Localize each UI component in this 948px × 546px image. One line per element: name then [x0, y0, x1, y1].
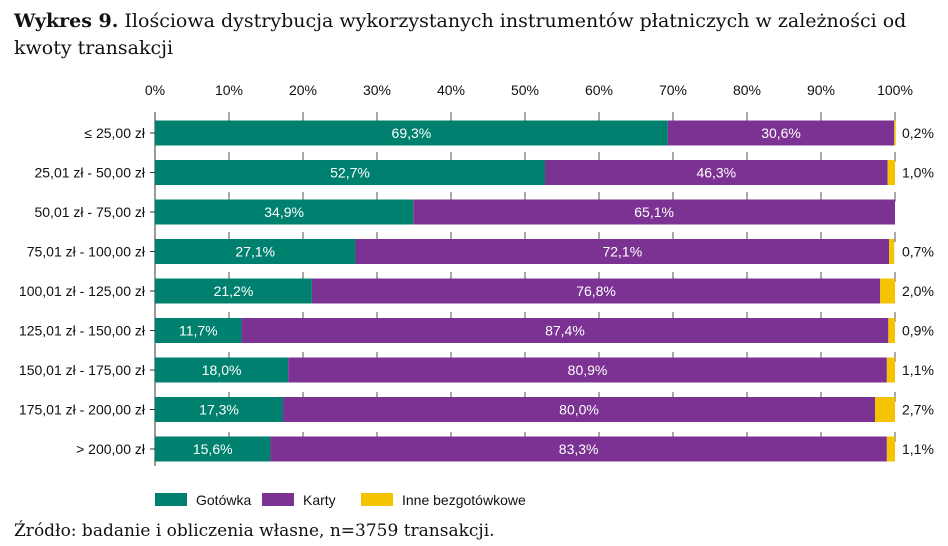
data-label: 52,7%	[330, 165, 370, 181]
x-tick-label: 80%	[733, 82, 761, 98]
data-label: 87,4%	[545, 323, 585, 339]
data-label: 17,3%	[199, 402, 239, 418]
bar-segment-gotowka	[155, 239, 356, 264]
y-category-label: 175,01 zł - 200,00 zł	[19, 402, 146, 418]
bar-segment-inne	[888, 318, 895, 343]
bar-segment-karty	[283, 397, 876, 422]
x-tick-label: 40%	[437, 82, 465, 98]
bar-segment-karty	[355, 239, 890, 264]
data-label: 76,8%	[576, 283, 616, 299]
data-label: 83,3%	[559, 441, 599, 457]
y-category-label: ≤ 25,00 zł	[84, 125, 145, 141]
data-label: 46,3%	[696, 165, 736, 181]
x-tick-label: 30%	[363, 82, 391, 98]
x-tick-label: 100%	[877, 82, 913, 98]
y-category-label: 25,01 zł - 50,00 zł	[34, 165, 145, 181]
data-label: 21,2%	[214, 283, 254, 299]
data-label: 2,7%	[902, 402, 934, 418]
bar-segment-karty	[288, 357, 887, 383]
y-category-label: 50,01 zł - 75,00 zł	[34, 204, 145, 220]
bar-segment-gotowka	[155, 199, 414, 225]
y-category-label: 75,01 zł - 100,00 zł	[27, 244, 146, 260]
x-tick-label: 20%	[289, 82, 317, 98]
bar-segment-gotowka	[155, 120, 668, 146]
data-label: 18,0%	[202, 362, 242, 378]
data-label: 15,6%	[193, 441, 233, 457]
y-category-label: 100,01 zł - 125,00 zł	[19, 283, 146, 299]
y-category-label: 150,01 zł - 175,00 zł	[19, 362, 146, 378]
legend-swatch	[361, 493, 393, 506]
data-label: 72,1%	[602, 244, 642, 260]
bar-segment-karty	[413, 199, 895, 225]
y-category-label: > 200,00 zł	[76, 441, 146, 457]
bar-segment-karty	[544, 160, 888, 185]
bar-segment-inne	[889, 239, 895, 264]
bar-segment-gotowka	[155, 436, 271, 462]
data-label: 1,0%	[902, 165, 934, 181]
x-tick-label: 10%	[215, 82, 243, 98]
bar-segment-gotowka	[155, 318, 242, 343]
data-label: 1,1%	[902, 362, 934, 378]
data-label: 80,9%	[568, 362, 608, 378]
bar-segment-karty	[311, 278, 881, 304]
legend-label: Karty	[303, 492, 336, 508]
data-label: 65,1%	[634, 204, 674, 220]
chart-title-text: Ilościowa dystrybucja wykorzystanych ins…	[14, 10, 907, 59]
data-label: 0,9%	[902, 323, 934, 339]
data-label: 34,9%	[264, 204, 304, 220]
bar-segment-inne	[886, 357, 895, 383]
data-label: 0,7%	[902, 244, 934, 260]
bar-segment-karty	[667, 120, 895, 146]
chart-source-note: Źródło: badanie i obliczenia własne, n=3…	[14, 521, 495, 541]
x-tick-label: 0%	[145, 82, 165, 98]
data-label: 27,1%	[235, 244, 275, 260]
bar-segment-gotowka	[155, 278, 312, 304]
bar-segment-gotowka	[155, 397, 284, 422]
bar-segment-inne	[887, 160, 895, 185]
legend-label: Inne bezgotówkowe	[402, 492, 526, 508]
bar-segment-inne	[880, 278, 895, 304]
bar-segment-karty	[270, 436, 887, 462]
data-label: 1,1%	[902, 441, 934, 457]
legend-label: Gotówka	[196, 492, 251, 508]
chart-title: Wykres 9. Ilościowa dystrybucja wykorzys…	[14, 8, 934, 62]
data-label: 11,7%	[179, 323, 218, 339]
chart-title-prefix: Wykres 9.	[14, 10, 119, 32]
bar-segment-karty	[241, 318, 889, 343]
bar-segment-gotowka	[155, 357, 289, 383]
x-tick-label: 60%	[585, 82, 613, 98]
x-tick-label: 90%	[807, 82, 835, 98]
data-label: 0,2%	[902, 125, 934, 141]
legend-swatch	[155, 493, 187, 506]
x-tick-label: 70%	[659, 82, 687, 98]
data-label: 69,3%	[392, 125, 432, 141]
data-label: 80,0%	[559, 402, 599, 418]
data-label: 2,0%	[902, 283, 934, 299]
y-category-label: 125,01 zł - 150,00 zł	[19, 323, 146, 339]
legend-swatch	[262, 493, 294, 506]
data-label: 30,6%	[761, 125, 801, 141]
bar-segment-gotowka	[155, 160, 545, 185]
bar-segment-inne	[875, 397, 895, 422]
bar-segment-inne	[894, 120, 896, 146]
x-tick-label: 50%	[511, 82, 539, 98]
bar-segment-inne	[886, 436, 895, 462]
